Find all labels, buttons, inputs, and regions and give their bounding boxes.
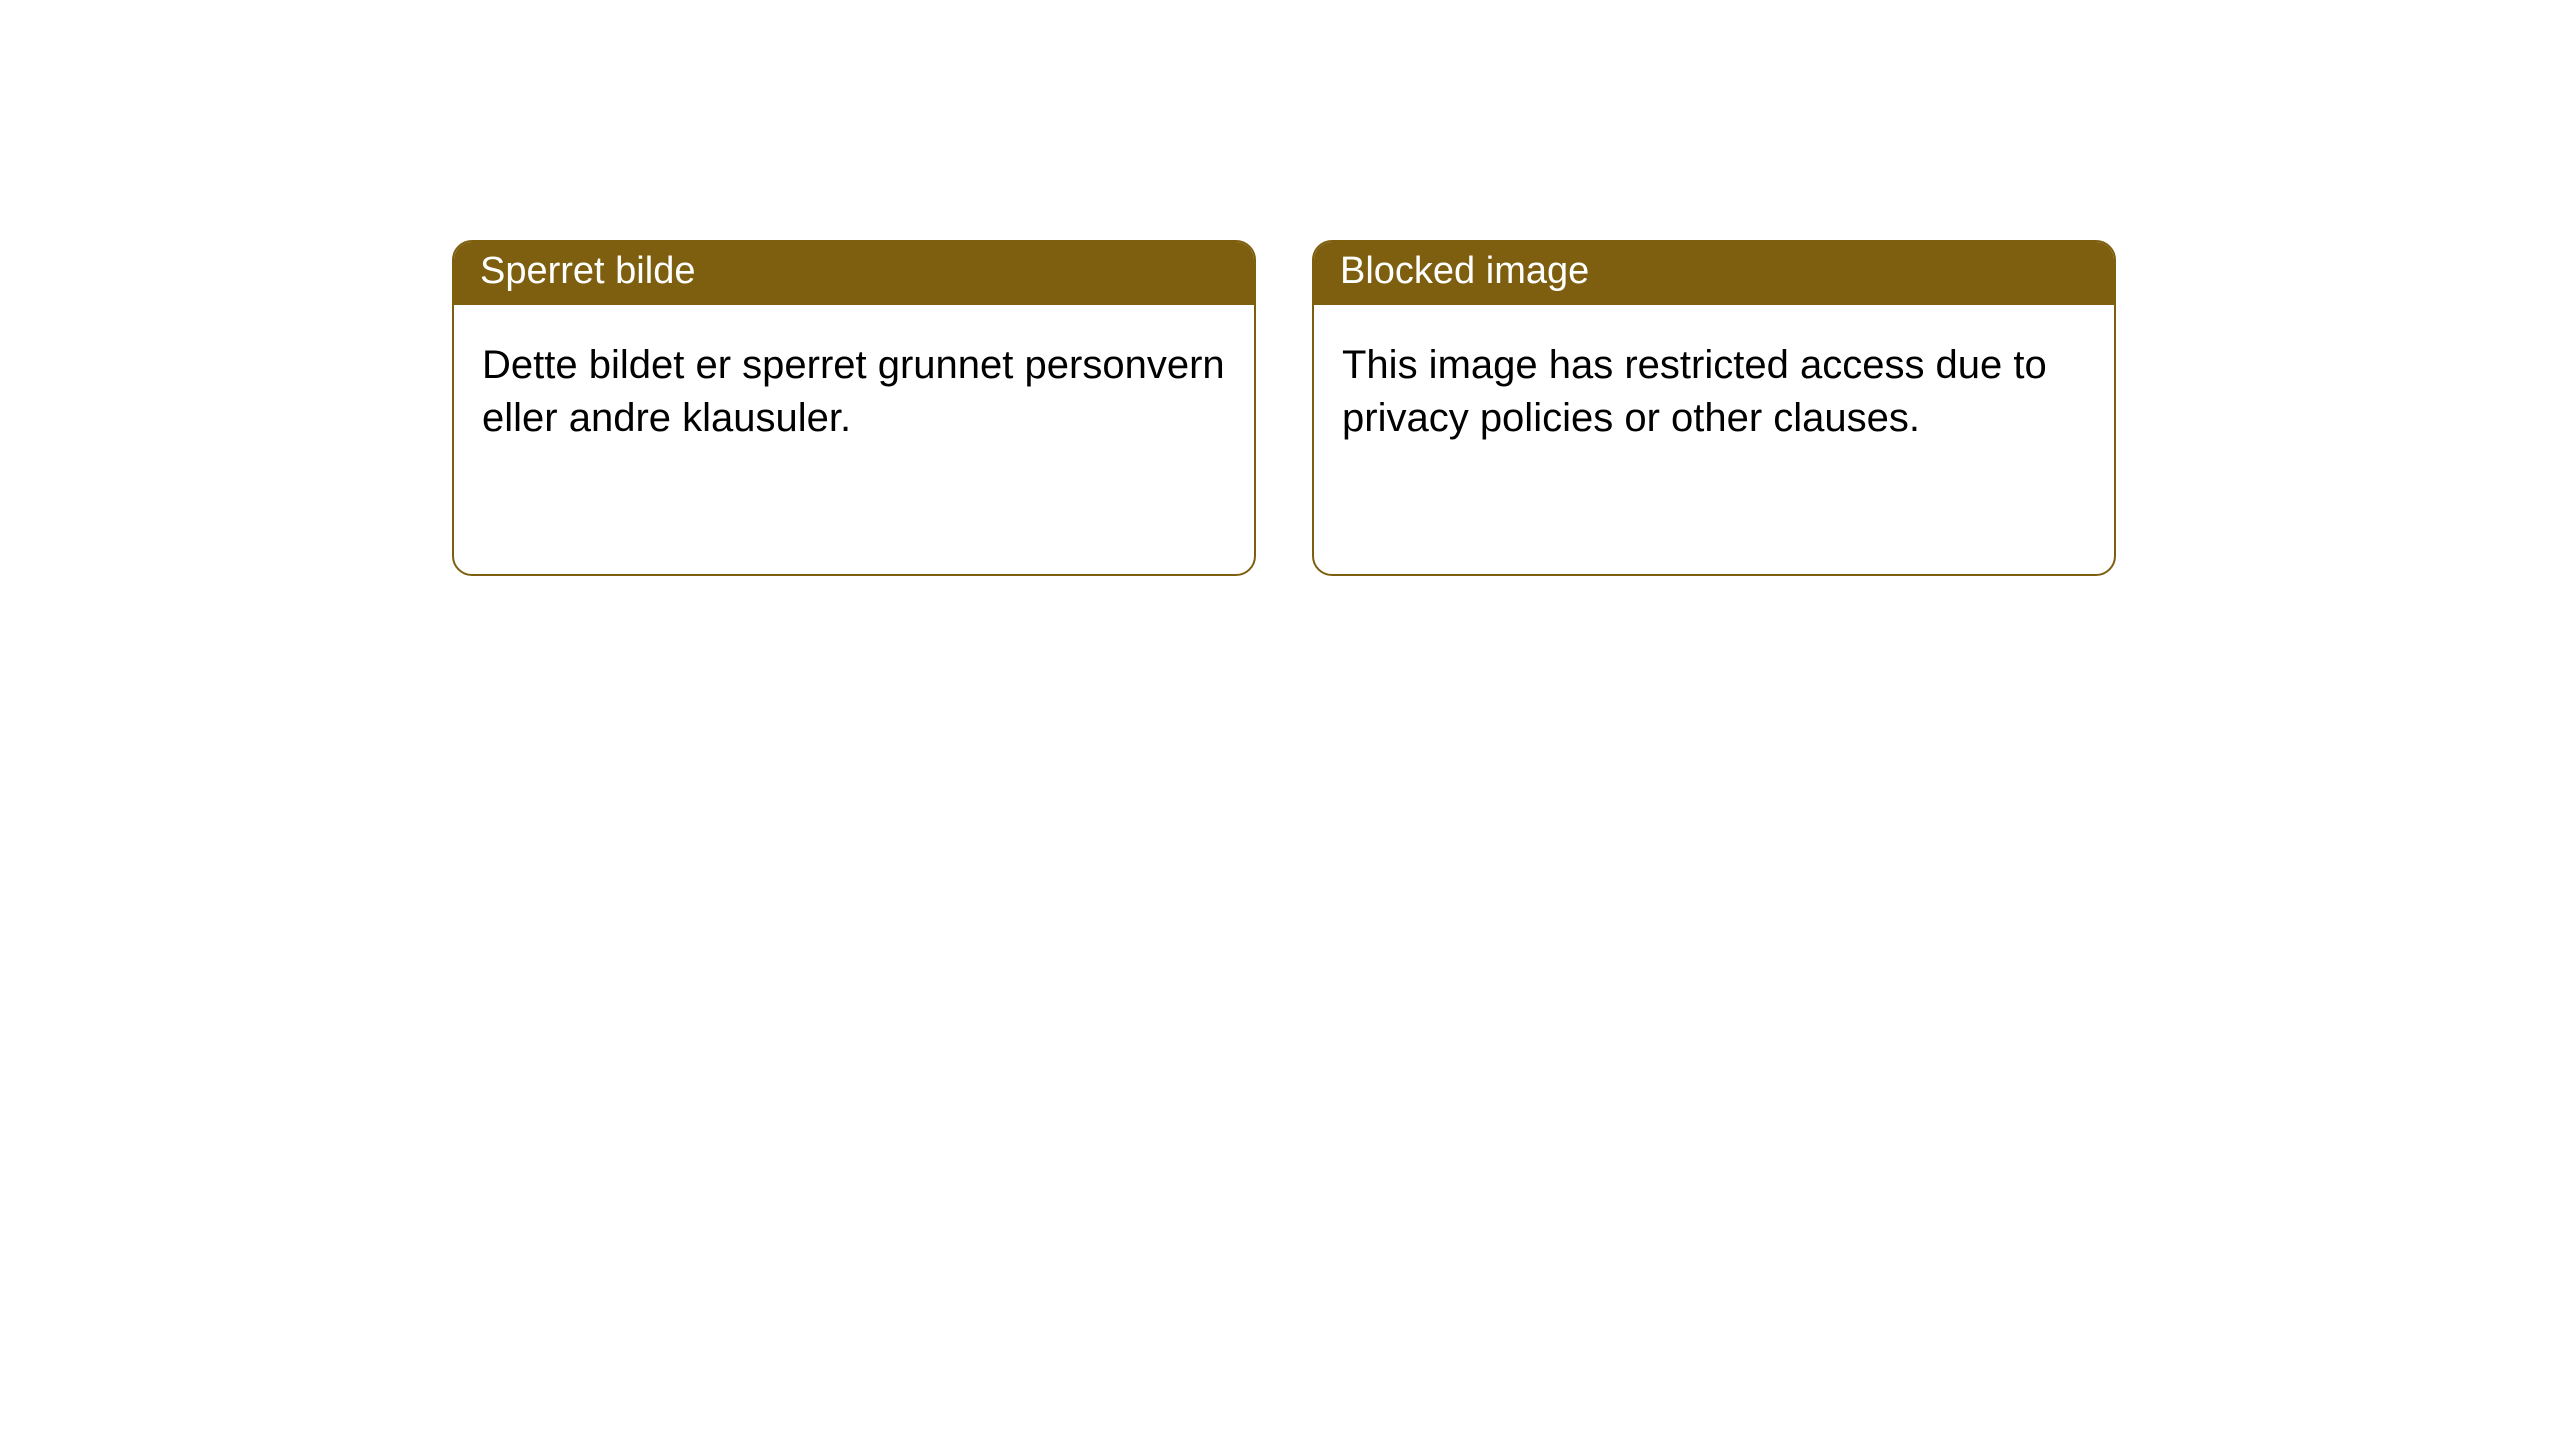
card-header: Sperret bilde <box>454 242 1254 305</box>
notice-card-norwegian: Sperret bilde Dette bildet er sperret gr… <box>452 240 1256 576</box>
card-title: Sperret bilde <box>480 250 695 292</box>
card-body-text: This image has restricted access due to … <box>1342 343 2047 440</box>
card-header: Blocked image <box>1314 242 2114 305</box>
notice-cards-container: Sperret bilde Dette bildet er sperret gr… <box>0 0 2560 576</box>
notice-card-english: Blocked image This image has restricted … <box>1312 240 2116 576</box>
card-body-text: Dette bildet er sperret grunnet personve… <box>482 343 1225 440</box>
card-body: Dette bildet er sperret grunnet personve… <box>454 305 1254 479</box>
card-body: This image has restricted access due to … <box>1314 305 2114 479</box>
card-title: Blocked image <box>1340 250 1589 292</box>
